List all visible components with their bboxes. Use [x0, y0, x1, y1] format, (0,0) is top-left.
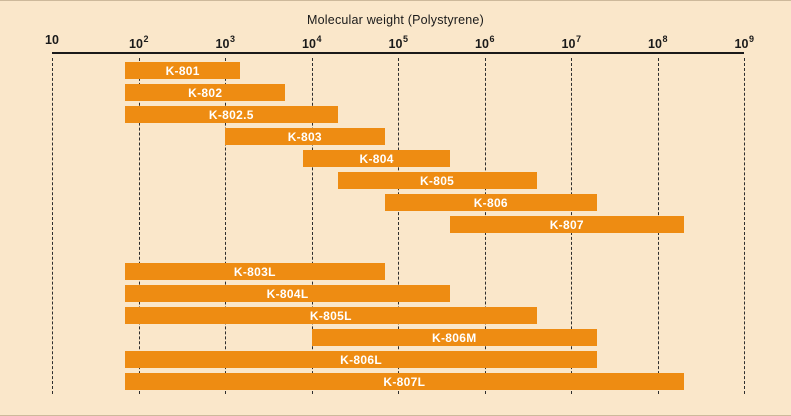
bar-label: K-807L	[383, 374, 426, 389]
bar-label: K-803	[287, 129, 322, 144]
bar-label: K-806	[473, 195, 508, 210]
range-bar-k-806m: K-806M	[311, 329, 598, 346]
range-bar-k-804l: K-804L	[125, 285, 451, 302]
tick-exponent: 5	[402, 34, 408, 44]
range-bar-k-806l: K-806L	[125, 351, 598, 368]
range-bar-k-801: K-801	[125, 62, 241, 79]
bar-label: K-804L	[266, 286, 309, 301]
decade-grid-line	[52, 58, 53, 394]
x-tick-label: 109	[720, 32, 768, 52]
x-tick-label: 105	[374, 32, 422, 52]
x-tick-label: 104	[288, 32, 336, 52]
tick-base: 10	[561, 37, 576, 52]
bar-label: K-804	[359, 151, 394, 166]
tick-exponent: 2	[143, 34, 149, 44]
x-tick-label: 107	[547, 32, 595, 52]
tick-exponent: 3	[229, 34, 235, 44]
range-bar-k-802-5: K-802.5	[125, 106, 338, 123]
tick-exponent: 8	[662, 34, 668, 44]
tick-base: 10	[475, 37, 489, 52]
x-tick-label: 106	[461, 32, 509, 52]
x-axis-title: Molecular weight (Polystyrene)	[307, 13, 484, 27]
range-bar-k-803l: K-803L	[125, 263, 385, 280]
x-axis-line	[52, 52, 744, 54]
decade-grid-line	[225, 58, 226, 394]
decade-grid-line	[311, 58, 313, 394]
tick-exponent: 6	[489, 34, 495, 44]
tick-base: 10	[302, 37, 316, 52]
decade-grid-line	[744, 58, 745, 394]
tick-base: 10	[648, 37, 662, 52]
range-bar-k-804: K-804	[303, 150, 451, 167]
range-bar-k-802: K-802	[125, 84, 286, 101]
tick-exponent: 4	[316, 34, 322, 44]
range-bar-k-807: K-807	[450, 216, 684, 233]
bar-label: K-806M	[432, 330, 477, 345]
bar-label: K-803L	[233, 264, 276, 279]
tick-base: 10	[45, 33, 59, 47]
decade-grid-line	[138, 58, 140, 394]
bar-label: K-801	[165, 63, 200, 78]
tick-base: 10	[388, 37, 403, 52]
range-bar-k-806: K-806	[384, 194, 598, 211]
tick-base: 10	[734, 37, 749, 52]
range-bar-k-803: K-803	[225, 128, 385, 145]
range-bar-k-805: K-805	[337, 172, 537, 189]
bar-label: K-805L	[309, 308, 352, 323]
bar-label: K-805	[419, 173, 455, 188]
tick-exponent: 7	[575, 34, 581, 44]
bar-label: K-802.5	[208, 107, 254, 122]
decade-grid-line	[398, 58, 399, 394]
bar-label: K-802	[188, 85, 223, 100]
tick-base: 10	[129, 37, 143, 52]
range-bar-k-805l: K-805L	[125, 307, 537, 324]
x-tick-label: 103	[201, 32, 249, 52]
bar-label: K-807	[549, 217, 584, 232]
bar-label: K-806L	[340, 352, 382, 367]
tick-base: 10	[215, 37, 230, 52]
range-bar-k-807l: K-807L	[125, 373, 684, 390]
x-tick-label: 102	[115, 32, 163, 52]
x-tick-label: 108	[634, 32, 682, 52]
x-tick-label: 10	[28, 32, 76, 48]
tick-exponent: 9	[748, 34, 754, 44]
